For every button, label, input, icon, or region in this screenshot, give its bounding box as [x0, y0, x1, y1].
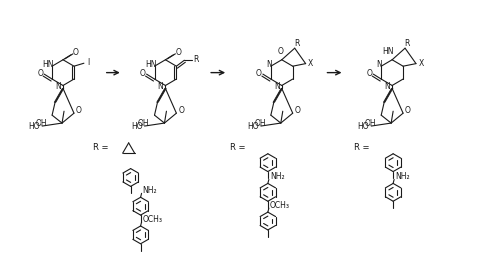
Text: N: N	[157, 82, 163, 91]
Text: N: N	[384, 82, 389, 91]
Text: O: O	[256, 69, 261, 78]
Text: HN: HN	[145, 60, 156, 69]
Text: O: O	[139, 69, 145, 78]
Text: HN: HN	[43, 60, 54, 69]
Text: NH₂: NH₂	[269, 172, 284, 181]
Text: O: O	[277, 48, 283, 56]
Text: O: O	[404, 106, 410, 115]
Text: OH: OH	[137, 118, 149, 128]
Text: R =: R =	[93, 143, 108, 152]
Text: R: R	[404, 39, 409, 48]
Text: N: N	[55, 82, 61, 91]
Text: OCH₃: OCH₃	[142, 215, 162, 224]
Text: I: I	[87, 58, 89, 67]
Text: HN: HN	[381, 48, 393, 56]
Text: HO: HO	[131, 122, 142, 130]
Text: OCH₃: OCH₃	[269, 201, 289, 210]
Text: N: N	[273, 82, 279, 91]
Text: R =: R =	[353, 143, 368, 152]
Text: X: X	[418, 59, 423, 68]
Text: OH: OH	[364, 118, 376, 128]
Text: R: R	[293, 39, 299, 48]
Text: NH₂: NH₂	[142, 186, 157, 195]
Text: OH: OH	[35, 118, 47, 128]
Text: O: O	[73, 48, 79, 57]
Text: NH₂: NH₂	[394, 172, 409, 181]
Text: O: O	[37, 69, 43, 78]
Text: N: N	[266, 60, 271, 69]
Text: HO: HO	[29, 122, 40, 130]
Text: N: N	[376, 60, 381, 69]
Text: R: R	[193, 55, 198, 64]
Text: HO: HO	[247, 122, 258, 130]
Text: X: X	[307, 59, 313, 68]
Text: HO: HO	[357, 122, 368, 130]
Text: O: O	[175, 48, 181, 57]
Text: OH: OH	[254, 118, 265, 128]
Text: O: O	[178, 106, 184, 115]
Text: O: O	[76, 106, 82, 115]
Text: R =: R =	[230, 143, 245, 152]
Text: O: O	[294, 106, 300, 115]
Text: O: O	[365, 69, 371, 78]
